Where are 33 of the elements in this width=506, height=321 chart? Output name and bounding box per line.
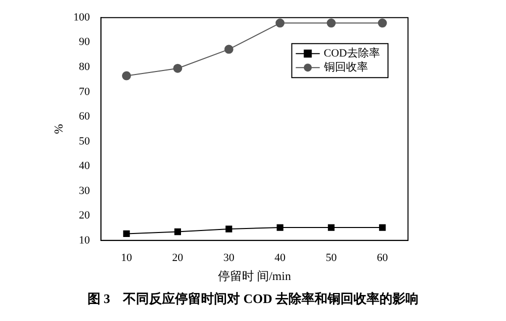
y-tick-label: 90 <box>78 36 90 48</box>
y-tick-label: 20 <box>78 210 90 222</box>
point <box>122 71 131 80</box>
y-tick-label: 10 <box>78 234 90 246</box>
point <box>173 64 182 73</box>
point <box>276 224 284 231</box>
point <box>378 18 387 28</box>
y-tick-label: 70 <box>78 86 90 98</box>
legend-label: 铜回收率 <box>322 60 368 74</box>
y-tick-label: 80 <box>78 61 90 73</box>
y-tick-label: 40 <box>78 160 90 172</box>
point <box>224 44 234 54</box>
y-tick-label: 50 <box>78 135 90 148</box>
point <box>276 18 285 28</box>
y-tick-label: 60 <box>78 110 90 123</box>
point <box>328 224 335 231</box>
x-tick-label: 30 <box>223 252 235 264</box>
text: 图 3 不同反应停留时间对 COD 去除率和铜回收率的影响 <box>86 290 420 308</box>
legend-label: COD去除率 <box>324 46 380 60</box>
x-tick-label: 50 <box>326 252 338 264</box>
point <box>379 224 386 231</box>
point <box>174 228 182 236</box>
y-tick-label: 100 <box>73 11 90 24</box>
x-tick-label: 60 <box>376 252 388 264</box>
x-axis-title: 停留时 间/min <box>218 268 291 283</box>
point <box>326 18 336 28</box>
y-tick-label: 30 <box>78 184 90 197</box>
x-tick-label: 20 <box>172 252 184 264</box>
x-tick-label: 10 <box>120 252 132 264</box>
point <box>123 230 130 238</box>
y-axis-title: % <box>51 124 66 134</box>
point <box>226 226 232 232</box>
x-tick-label: 40 <box>274 252 286 264</box>
